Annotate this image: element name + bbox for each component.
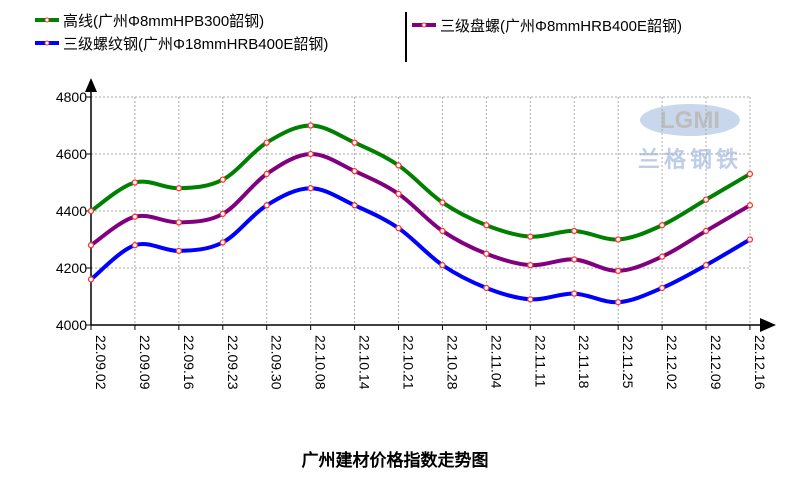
data-point — [527, 233, 534, 240]
data-point — [131, 213, 139, 220]
legend-marker — [44, 17, 50, 23]
x-tick-label: 22.12.09 — [708, 335, 724, 390]
data-point — [571, 227, 578, 235]
data-point — [175, 185, 183, 192]
data-point — [263, 202, 270, 209]
data-point — [702, 261, 710, 269]
data-point — [131, 242, 139, 249]
x-tick-label: 22.10.28 — [444, 335, 460, 390]
data-point — [702, 227, 710, 235]
x-tick-label: 22.11.18 — [576, 335, 592, 389]
data-point — [527, 296, 534, 303]
data-point — [615, 299, 622, 306]
legend-marker — [44, 40, 50, 46]
watermark-logo: LGMI 兰格钢铁 — [638, 104, 742, 173]
svg-text:LGMI: LGMI — [660, 107, 720, 134]
x-tick-label: 22.09.23 — [225, 335, 241, 390]
data-point — [351, 167, 358, 175]
x-tick-label: 22.09.09 — [137, 335, 153, 390]
data-point — [307, 150, 314, 158]
data-point — [395, 190, 402, 198]
data-point — [746, 236, 754, 243]
series-line-1 — [89, 151, 751, 273]
data-point — [87, 242, 95, 249]
y-tick-label: 4800 — [56, 89, 87, 105]
data-point — [439, 261, 446, 269]
grid — [91, 96, 751, 325]
x-tick-label: 22.10.21 — [401, 335, 417, 390]
data-point — [351, 202, 358, 209]
x-tick-label: 22.12.16 — [752, 335, 768, 390]
series-line-0 — [89, 123, 751, 242]
y-axis-arrow — [85, 78, 97, 92]
y-tick-label: 4200 — [56, 260, 87, 276]
x-axis-arrow — [760, 318, 776, 332]
data-point — [263, 170, 270, 178]
data-point — [175, 219, 183, 226]
data-point — [87, 276, 95, 283]
series-line-2 — [89, 186, 751, 305]
legend: 高线(广州Φ8mmHPB300韶钢) 三级盘螺(广州Φ8mmHRB400E韶钢) 三… — [35, 12, 682, 62]
x-tick-label: 22.12.02 — [664, 335, 680, 390]
y-tick-label: 4400 — [56, 203, 87, 219]
x-tick-label: 22.10.14 — [357, 335, 373, 390]
data-point — [658, 253, 666, 260]
y-tick-label: 4000 — [56, 317, 87, 333]
x-tick-label: 22.09.30 — [269, 335, 285, 390]
legend-label: 高线(广州Φ8mmHPB300韶钢) — [63, 13, 264, 30]
data-point — [351, 139, 358, 146]
x-tick-label: 22.11.04 — [488, 335, 504, 389]
data-point — [131, 179, 139, 186]
axes — [85, 78, 776, 332]
data-point — [219, 239, 226, 246]
data-point — [87, 207, 95, 215]
data-point — [483, 250, 490, 257]
data-point — [307, 122, 314, 129]
data-point — [702, 196, 710, 203]
data-point — [263, 139, 270, 146]
data-point — [439, 227, 446, 235]
data-point — [746, 170, 754, 178]
data-point — [395, 162, 402, 169]
series-lines — [87, 122, 754, 306]
data-point — [483, 284, 490, 292]
x-tick-label: 22.09.02 — [93, 335, 109, 390]
data-point — [483, 222, 490, 229]
x-tick-label: 22.11.25 — [620, 335, 636, 389]
y-tick-label: 4600 — [56, 146, 87, 162]
data-point — [746, 202, 754, 209]
data-point — [175, 247, 183, 255]
data-point — [571, 290, 578, 297]
data-point — [615, 236, 622, 243]
data-point — [307, 185, 314, 192]
data-point — [571, 256, 578, 263]
data-point — [527, 261, 534, 269]
data-point — [439, 199, 446, 206]
data-point — [395, 224, 402, 232]
data-point — [219, 176, 226, 183]
data-point — [219, 210, 226, 218]
x-tick-label: 22.10.08 — [313, 335, 329, 390]
svg-text:兰格钢铁: 兰格钢铁 — [638, 147, 742, 173]
legend-label: 三级螺纹钢(广州Φ18mmHRB400E韶钢) — [63, 36, 328, 53]
x-tick-label: 22.11.11 — [532, 335, 548, 388]
legend-marker — [421, 22, 427, 28]
tick-labels: 4000 4200 4400 4600 4800 22.09.02 22.09.09 22.0… — [56, 89, 768, 390]
data-point — [615, 267, 622, 275]
chart-title: 广州建材价格指数走势图 — [302, 450, 489, 470]
legend-label: 三级盘螺(广州Φ8mmHRB400E韶钢) — [440, 17, 682, 35]
data-point — [658, 284, 666, 292]
data-point — [658, 222, 666, 229]
x-tick-label: 22.09.16 — [181, 335, 197, 390]
